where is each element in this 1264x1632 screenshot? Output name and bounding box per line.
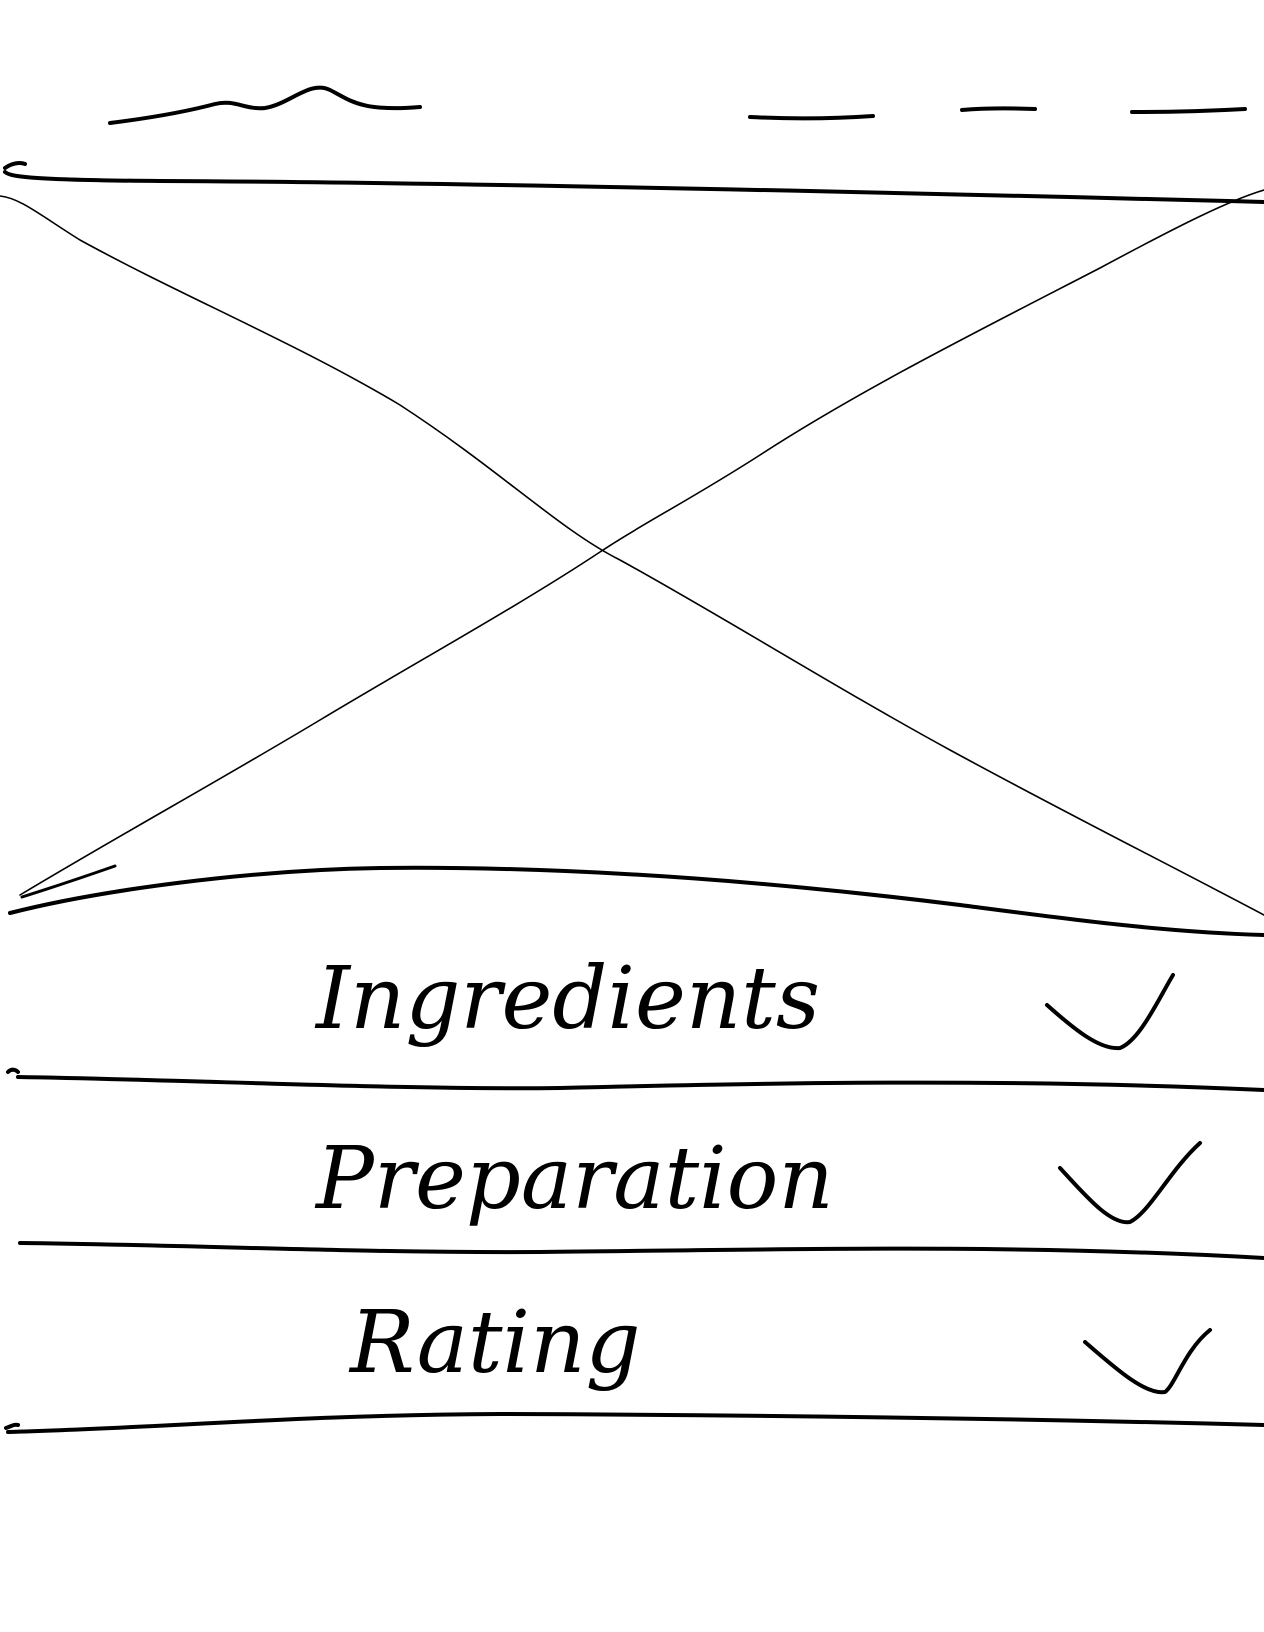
section-divider-2 [18,1241,1264,1260]
image-placeholder-bottom-accent [20,864,117,899]
image-placeholder-diagonal-1 [0,195,1264,916]
image-placeholder[interactable] [0,189,1264,937]
section-rating-label: Rating [348,1293,641,1393]
check-icon [1045,973,1175,1051]
section-divider-3 [4,1412,1264,1434]
section-rating[interactable]: Rating [348,1293,1212,1395]
image-placeholder-bottom-border [8,865,1264,937]
section-preparation-label: Preparation [314,1129,834,1229]
logo-scribble [108,85,422,125]
nav-item-3[interactable] [1130,107,1247,114]
check-icon [1058,1141,1202,1225]
nav-item-2[interactable] [960,106,1037,112]
image-placeholder-diagonal-2 [19,189,1264,896]
image-placeholder-top-border [3,161,1264,204]
nav-item-1[interactable] [748,114,875,121]
section-divider-1 [6,1067,1264,1092]
section-preparation[interactable]: Preparation [314,1129,1202,1229]
section-ingredients-label: Ingredients [314,949,820,1049]
check-icon [1083,1328,1212,1395]
section-ingredients[interactable]: Ingredients [314,949,1175,1051]
